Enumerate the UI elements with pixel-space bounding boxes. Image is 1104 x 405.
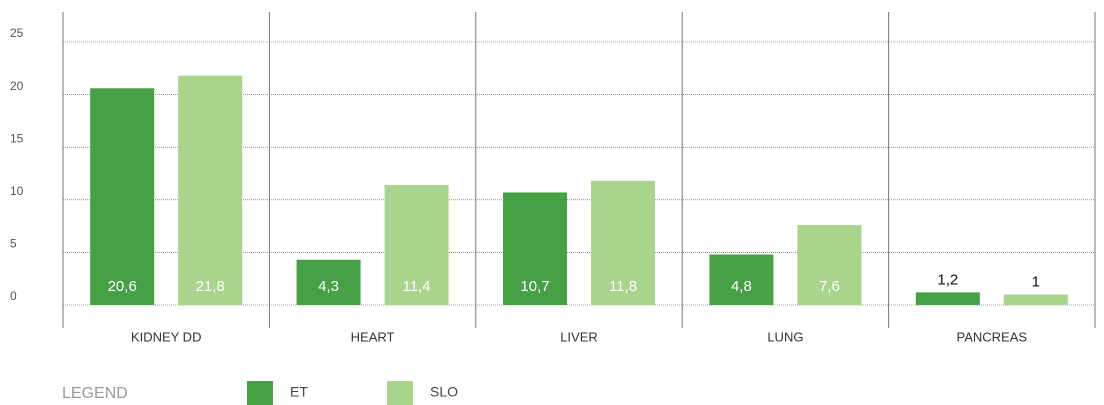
legend-title: LEGEND [62,385,128,402]
data-label: 4,3 [318,278,339,295]
legend-label: SLO [430,384,458,400]
legend-swatch [387,381,413,405]
bar [503,192,567,305]
data-label: 11,4 [403,278,431,295]
bar [591,180,655,305]
legend-label: ET [290,384,308,400]
bar [384,185,449,305]
x-tick-label: LUNG [767,329,803,344]
bar [709,254,774,305]
data-label: 21,8 [196,278,225,295]
bar [296,259,361,305]
data-label: 1 [1032,273,1040,290]
y-tick-label: 25 [10,26,24,40]
bar [178,75,243,305]
bar [1003,294,1068,305]
y-tick-label: 0 [10,289,17,303]
legend-swatch [247,381,273,405]
x-tick-label: KIDNEY DD [131,329,202,344]
data-label: 20,6 [108,278,137,295]
data-label: 11,8 [609,278,637,295]
data-label: 10,7 [520,278,549,295]
bar [797,225,862,305]
bar [915,292,980,305]
x-tick-label: LIVER [560,329,598,344]
data-label: 7,6 [819,278,840,295]
data-label: 1,2 [937,271,958,288]
y-tick-label: 20 [10,79,24,93]
x-tick-label: PANCREAS [957,329,1028,344]
bar [90,88,155,306]
y-tick-label: 5 [10,237,17,251]
y-tick-label: 15 [10,131,24,145]
data-label: 4,8 [731,278,752,295]
x-tick-label: HEART [351,329,395,344]
y-tick-label: 10 [10,184,24,198]
